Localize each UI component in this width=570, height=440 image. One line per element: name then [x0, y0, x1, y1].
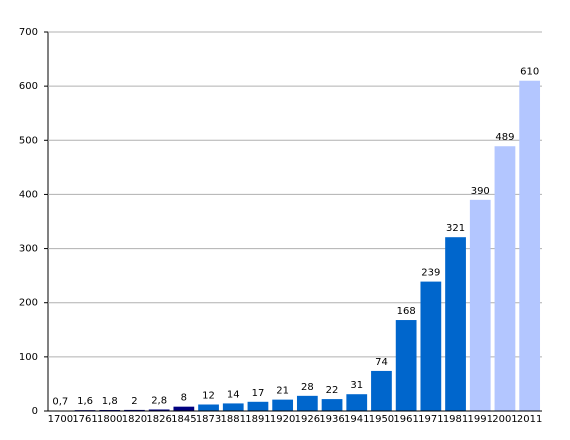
value-label: 14 [227, 389, 240, 400]
x-tick-label: 1936 [319, 414, 344, 425]
x-tick-label: 1920 [270, 414, 295, 425]
value-label: 321 [446, 223, 465, 234]
bar [494, 146, 516, 411]
x-tick-label: 1981 [443, 414, 468, 425]
bar [173, 406, 195, 411]
value-label: 31 [350, 380, 363, 391]
bar [519, 80, 541, 411]
y-tick-label: 200 [19, 298, 38, 309]
y-tick-label: 0 [32, 406, 38, 417]
y-tick-label: 300 [19, 244, 38, 255]
bar [198, 404, 219, 411]
x-tick-label: 2011 [517, 414, 542, 425]
x-tick-label: 2001 [492, 414, 517, 425]
x-tick-label: 1881 [221, 414, 246, 425]
value-label: 17 [252, 388, 265, 399]
value-label: 1,8 [102, 396, 118, 407]
value-label: 489 [495, 132, 514, 143]
y-tick-label: 100 [19, 352, 38, 363]
bar [321, 399, 343, 411]
bar [272, 399, 294, 411]
x-tick-label: 1941 [344, 414, 369, 425]
bar [148, 409, 170, 411]
bar [469, 199, 491, 411]
x-tick-label: 1700 [48, 414, 73, 425]
value-label: 22 [326, 385, 339, 396]
value-label: 28 [301, 382, 314, 393]
value-label: 0,7 [52, 397, 68, 408]
x-tick-label: 1826 [146, 414, 171, 425]
x-tick-label: 1820 [122, 414, 147, 425]
value-label: 74 [375, 357, 388, 368]
x-tick-label: 1800 [97, 414, 122, 425]
bar [124, 409, 145, 411]
x-tick-label: 1961 [393, 414, 418, 425]
x-tick-label: 1873 [196, 414, 221, 425]
y-tick-label: 700 [19, 27, 38, 38]
x-tick-label: 1891 [245, 414, 270, 425]
value-label: 239 [421, 268, 440, 279]
y-tick-label: 500 [19, 135, 38, 146]
y-tick-label: 400 [19, 189, 38, 200]
bar [395, 320, 417, 411]
value-label: 21 [276, 386, 289, 397]
value-label: 12 [202, 391, 215, 402]
value-label: 2,8 [151, 395, 167, 406]
value-label: 8 [181, 393, 187, 404]
bar [420, 281, 442, 411]
bar [222, 403, 244, 411]
x-tick-label: 1845 [171, 414, 196, 425]
value-label: 610 [520, 67, 539, 78]
bar [445, 237, 466, 411]
bar [371, 370, 392, 411]
x-tick-label: 1971 [418, 414, 443, 425]
value-label: 168 [397, 306, 416, 317]
x-tick-label: 1926 [295, 414, 320, 425]
bar [346, 394, 368, 411]
value-label: 2 [131, 396, 137, 407]
x-tick-label: 1991 [468, 414, 493, 425]
x-tick-label: 1761 [72, 414, 97, 425]
value-label: 390 [471, 186, 490, 197]
bar [247, 401, 269, 411]
y-tick-label: 600 [19, 81, 38, 92]
bar [296, 395, 318, 411]
value-label: 1,6 [77, 396, 93, 407]
x-tick-label: 1950 [369, 414, 394, 425]
